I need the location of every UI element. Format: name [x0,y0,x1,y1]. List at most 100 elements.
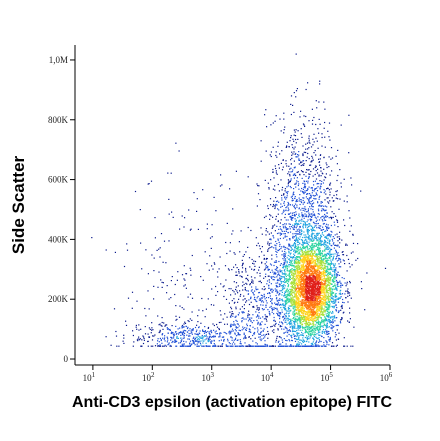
data-point [178,342,180,344]
data-point [202,310,204,312]
data-point [340,306,342,308]
data-point [330,158,332,160]
data-point [297,241,300,243]
data-point [303,256,305,258]
data-point [166,292,168,294]
data-point [333,306,335,308]
data-point [191,333,193,335]
data-point [301,239,303,241]
data-point [313,318,315,320]
data-point [189,340,192,342]
data-point [327,309,329,311]
data-point [307,229,309,231]
data-point [325,246,327,248]
data-point [143,337,145,340]
data-point [288,315,290,317]
data-point [315,193,318,195]
data-point [323,127,325,129]
data-point [299,116,301,118]
data-point [287,313,289,315]
data-point [287,308,290,310]
data-point [289,231,292,233]
data-point [261,334,263,337]
data-point [297,304,299,306]
data-point [313,324,315,326]
data-point [315,341,317,343]
data-point [279,299,281,301]
data-point [247,290,249,292]
data-point [276,232,279,235]
data-point [290,326,292,328]
data-point [288,281,290,283]
data-point [230,332,232,334]
data-point [328,304,330,306]
data-point [329,338,331,340]
data-point [267,265,269,268]
data-point [322,329,325,331]
data-point [260,339,262,342]
data-point [215,210,217,212]
data-point [251,322,253,324]
data-point [260,160,262,162]
data-point [334,294,336,296]
data-point [203,335,206,337]
data-point [271,298,273,300]
data-point [275,172,277,174]
data-point [333,278,335,280]
data-point [326,309,328,311]
data-point [309,253,311,255]
data-point [289,321,291,324]
data-point [126,249,129,251]
data-point [332,253,334,255]
data-point [324,300,327,302]
data-point [254,332,256,334]
data-point [185,325,187,328]
data-point [281,250,283,252]
data-point [260,140,262,142]
data-point [311,250,313,252]
data-point [338,254,340,257]
data-point [333,316,335,318]
data-point [292,281,294,283]
data-point [329,295,331,297]
data-point [304,255,306,257]
data-point [279,234,281,236]
data-point [295,238,297,240]
data-point [239,345,241,347]
data-point [236,345,238,347]
data-point [324,230,326,233]
data-point [310,330,312,332]
data-point [297,303,299,305]
data-point [288,146,290,148]
data-point [285,209,287,212]
data-point [295,300,297,302]
data-point [297,270,299,272]
data-point [306,202,309,204]
data-point [288,339,290,341]
data-point [341,307,343,309]
data-point [295,309,298,312]
data-point [169,328,171,331]
data-point [310,255,312,257]
data-point [295,174,297,177]
data-point [260,294,262,296]
data-point [253,294,255,296]
data-point [326,242,329,244]
data-point [328,233,330,235]
data-point [259,199,261,201]
data-point [294,233,296,235]
data-point [271,330,274,332]
data-point [235,335,238,337]
data-point [323,241,325,243]
data-point [294,246,296,248]
data-point [311,108,313,110]
data-point [178,150,180,152]
data-point [279,343,281,345]
data-point [347,291,349,293]
data-point [321,201,323,203]
data-point [326,277,328,279]
data-point [259,280,261,282]
data-point [284,306,286,308]
data-point [319,242,321,245]
data-point [301,207,303,209]
